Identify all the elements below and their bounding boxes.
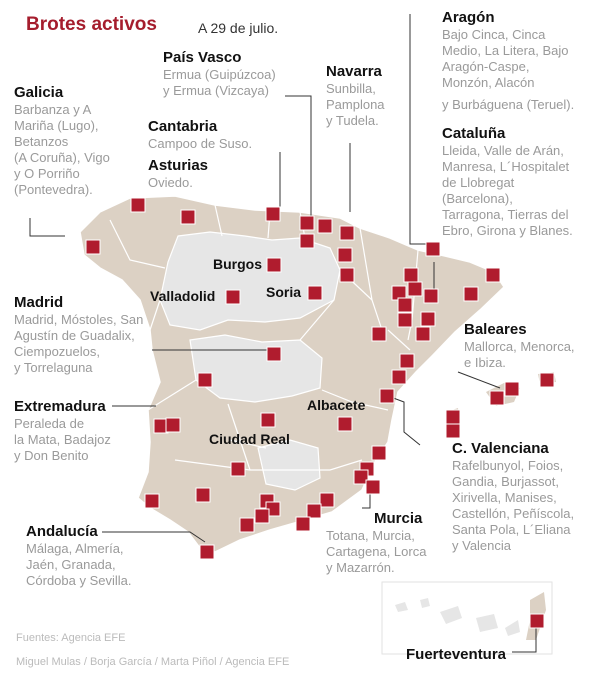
region-line: Santa Pola, L´Eliana [452, 522, 571, 537]
region-line: (Pontevedra). [14, 182, 93, 197]
region-line: Mallorca, Menorca, [464, 339, 575, 354]
outbreak-markers [85, 197, 555, 629]
region-name: Baleares [464, 321, 527, 338]
city-valladolid: Valladolid [150, 288, 216, 304]
region-line: y Torrelaguna [14, 360, 93, 375]
region-name: Navarra [326, 63, 382, 80]
region-line: Aragón-Caspe, [442, 59, 530, 74]
region-name: Madrid [14, 294, 64, 311]
region-line: de Llobregat [442, 175, 515, 190]
region-line: Málaga, Almería, [26, 541, 124, 556]
region-line: Madrid, Móstoles, San [14, 312, 144, 327]
region-line: Córdoba y Sevilla. [26, 573, 132, 588]
region-line: Sunbilla, [326, 81, 376, 96]
region-line: Castellón, Peñíscola, [452, 506, 575, 521]
region-line: Ermua (Guipúzcoa) [163, 67, 276, 82]
city-burgos: Burgos [213, 256, 262, 272]
region-name: Aragón [442, 9, 495, 26]
region-line: Rafelbunyol, Foios, [452, 458, 564, 473]
label-galicia: Galicia Barbanza y A Mariña (Lugo), Beta… [14, 84, 110, 198]
label-madrid: Madrid Madrid, Móstoles, San Agustín de … [14, 294, 143, 376]
region-line: Monzón, Alacón [442, 75, 535, 90]
region-line: Pamplona [326, 97, 385, 112]
region-name: Cataluña [442, 125, 506, 142]
region-name: Asturias [148, 157, 209, 174]
region-jaen-grey [257, 439, 321, 491]
region-name: C. Valenciana [452, 440, 549, 457]
region-line: Jaén, Granada, [26, 557, 116, 572]
region-line: (A Coruña), Vigo [14, 150, 110, 165]
label-pais-vasco: País Vasco Ermua (Guipúzcoa) y Ermua (Vi… [163, 49, 276, 99]
city-albacete: Albacete [307, 397, 366, 413]
label-extremadura: Extremadura Peraleda de la Mata, Badajoz… [14, 398, 111, 464]
region-line: (Barcelona), [442, 191, 513, 206]
region-line: Medio, La Litera, Bajo [442, 43, 569, 58]
city-soria: Soria [266, 284, 302, 300]
region-line: Gandia, Burjassot, [452, 474, 559, 489]
canary-islands [395, 598, 520, 636]
region-castilla-leon-grey [159, 231, 341, 331]
region-name: Andalucía [26, 523, 98, 540]
region-name: País Vasco [163, 49, 242, 66]
label-andalucia: Andalucía Málaga, Almería, Jaén, Granada… [26, 523, 132, 589]
region-line: Tarragona, Tierras del [442, 207, 569, 222]
region-line: la Mata, Badajoz [14, 432, 111, 447]
region-line: y Burbáguena (Teruel). [442, 97, 575, 112]
region-line: Manresa, L´Hospitalet [442, 159, 570, 174]
region-line: Barbanza y A [14, 102, 92, 117]
city-ciudad-real: Ciudad Real [209, 431, 290, 447]
region-line: y Valencia [452, 538, 512, 553]
canary-inset-box [381, 581, 553, 655]
leader-lines [29, 14, 537, 653]
region-line: e Ibiza. [464, 355, 506, 370]
region-line: Cartagena, Lorca [326, 544, 427, 559]
region-toledo-grey [189, 334, 323, 403]
region-line: Oviedo. [148, 175, 193, 190]
region-name: Cantabria [148, 118, 218, 135]
label-baleares: Baleares Mallorca, Menorca, e Ibiza. [464, 321, 575, 371]
label-navarra: Navarra Sunbilla, Pamplona y Tudela. [326, 63, 385, 129]
region-line: y O Porriño [14, 166, 80, 181]
label-murcia: Murcia Totana, Murcia, Cartagena, Lorca … [326, 510, 426, 576]
region-line: y Mazarrón. [326, 560, 395, 575]
region-name: Galicia [14, 84, 64, 101]
label-fuerteventura: Fuerteventura [406, 646, 507, 663]
region-line: Totana, Murcia, [326, 528, 415, 543]
region-line: Bajo Cinca, Cinca [442, 27, 546, 42]
region-line: Xirivella, Manises, [452, 490, 557, 505]
region-line: y Don Benito [14, 448, 89, 463]
label-c-valenciana: C. Valenciana Rafelbunyol, Foios, Gandia… [452, 440, 574, 554]
sources-footer: Fuentes: Agencia EFE [16, 632, 126, 644]
label-cataluna: Cataluña Lleida, Valle de Arán, Manresa,… [442, 125, 573, 239]
label-cantabria: Cantabria Campoo de Suso. [148, 118, 252, 152]
region-line: y Tudela. [326, 113, 379, 128]
region-name: Extremadura [14, 398, 106, 415]
label-asturias: Asturias Oviedo. [148, 157, 208, 191]
label-aragon: Aragón Bajo Cinca, Cinca Medio, La Liter… [442, 9, 574, 113]
region-line: Ebro, Girona y Blanes. [442, 223, 573, 238]
region-line: y Ermua (Vizcaya) [163, 83, 269, 98]
region-line: Campoo de Suso. [148, 136, 253, 151]
region-line: Ciempozuelos, [14, 344, 100, 359]
map-title: Brotes activos [26, 14, 157, 35]
region-line: Betanzos [14, 134, 69, 149]
credits-footer: Miguel Mulas / Borja García / Marta Piño… [16, 656, 290, 668]
region-line: Lleida, Valle de Arán, [442, 143, 564, 158]
region-line: Peraleda de [14, 416, 85, 431]
region-name: Murcia [374, 510, 423, 527]
date-label: A 29 de julio. [198, 20, 279, 36]
region-line: Agustín de Guadalix, [14, 328, 135, 343]
region-line: Mariña (Lugo), [14, 118, 99, 133]
